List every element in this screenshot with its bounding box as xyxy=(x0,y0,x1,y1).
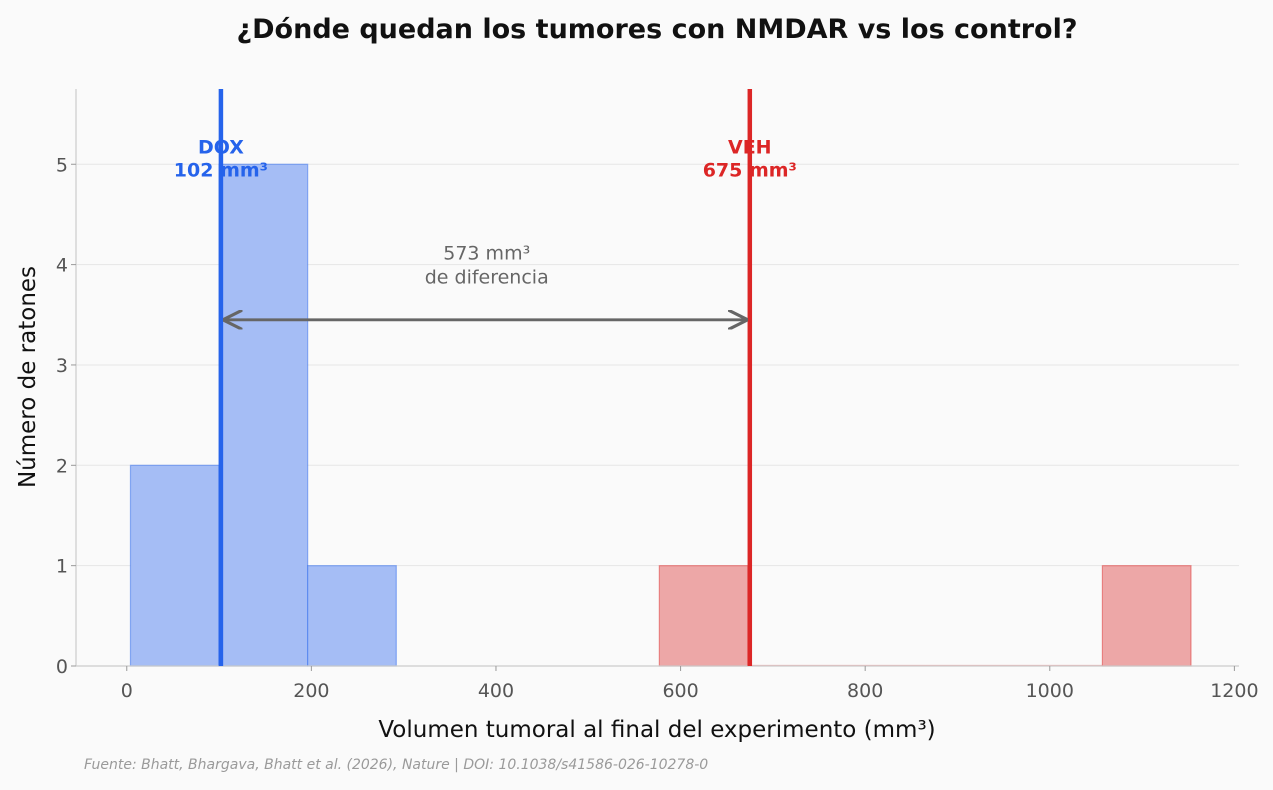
y-tick-label: 5 xyxy=(56,154,68,176)
y-tick-label: 0 xyxy=(56,656,68,678)
histogram-bars xyxy=(129,163,1192,667)
bar-dox xyxy=(218,163,309,667)
x-tick-label: 1000 xyxy=(1026,680,1074,702)
y-tick-label: 3 xyxy=(56,355,68,377)
bar-veh xyxy=(658,565,749,667)
x-tick-label: 0 xyxy=(121,680,133,702)
x-axis-label: Volumen tumoral al final del experimento… xyxy=(378,717,935,743)
x-tick-label: 1200 xyxy=(1210,680,1258,702)
bar-dox xyxy=(307,565,397,667)
difference-caption: de diferencia xyxy=(425,267,549,289)
source-footer: Fuente: Bhatt, Bhargava, Bhatt et al. (2… xyxy=(84,757,709,773)
y-tick-label: 1 xyxy=(56,556,68,578)
x-tick-label: 600 xyxy=(662,680,698,702)
mean-value-dox: 102 mm³ xyxy=(174,159,268,181)
tick-labels: 0 200 400 600 800 1000 1200 0 1 2 3 4 5 xyxy=(56,154,1259,702)
x-tick-label: 400 xyxy=(478,680,514,702)
axes xyxy=(75,89,1239,667)
y-tick-label: 2 xyxy=(56,455,68,477)
mean-value-veh: 675 mm³ xyxy=(703,159,797,181)
difference-value: 573 mm³ xyxy=(443,243,530,265)
y-axis-label: Número de ratones xyxy=(15,266,41,488)
bar-dox xyxy=(129,464,220,667)
bar-veh xyxy=(1101,565,1192,667)
y-tick-label: 4 xyxy=(56,255,68,277)
chart-title: ¿Dónde quedan los tumores con NMDAR vs l… xyxy=(236,14,1077,45)
mean-label-veh: VEH xyxy=(728,136,772,158)
mean-label-dox: DOX xyxy=(198,136,244,158)
x-tick-label: 800 xyxy=(847,680,883,702)
x-tick-label: 200 xyxy=(293,680,329,702)
